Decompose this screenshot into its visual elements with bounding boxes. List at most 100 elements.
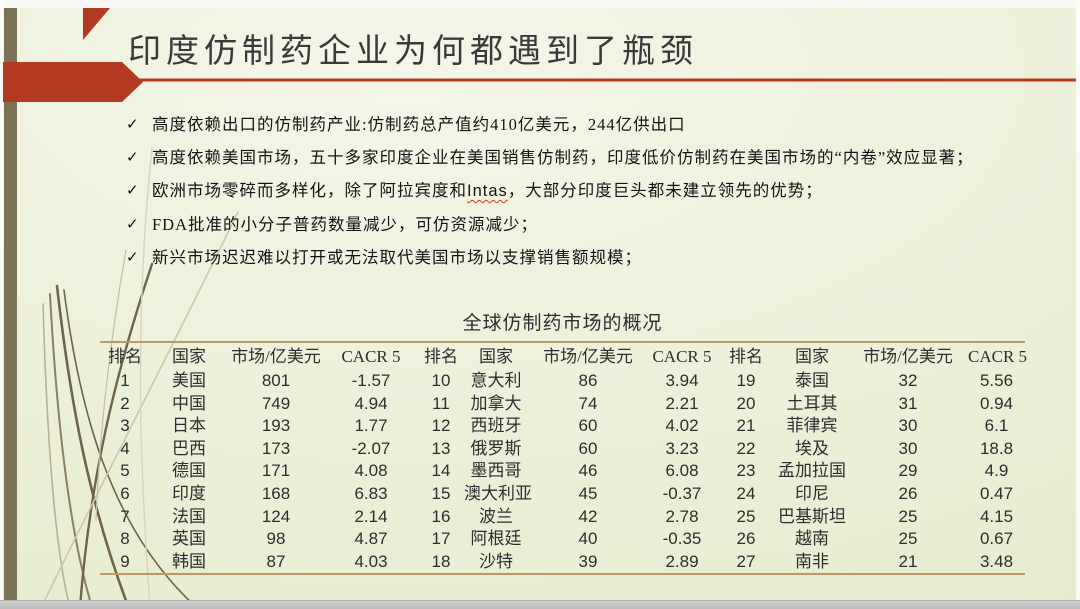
frame-bottom	[0, 600, 1080, 609]
table-cell: 4.9	[984, 461, 1009, 481]
table-cell: 22	[736, 438, 756, 458]
table-body: 1 美国 801 -1.57 10 意大利 86 3.94 19 泰国 32 5.56 2 中国 749 4.…	[100, 370, 1025, 573]
table-cell: 11	[432, 393, 450, 413]
table-header-row: 排名 国家 市场/亿美元 CACR 5 排名 国家 市场/亿美元 CACR 5 排名 国家 市场/亿…	[100, 343, 1027, 370]
table-cell: 菲律宾	[786, 416, 838, 436]
bullet-text-post: ，大部分印度巨头都未建立领先的优势；	[507, 181, 823, 200]
table-cell: 3.94	[665, 371, 699, 390]
table-cell: 16	[431, 506, 451, 526]
column-header: CACR 5	[652, 347, 712, 366]
table-cell: 10	[431, 371, 451, 390]
table-cell: 30	[898, 416, 918, 436]
table-cell: 74	[578, 393, 598, 413]
table-cell: 3.48	[979, 551, 1014, 571]
table-cell: 印尼	[795, 483, 829, 503]
table-cell: 墨西哥	[470, 461, 522, 481]
table-row: 6 印度 168 6.83 15 澳大利亚 45 -0.37 24 印尼 26 0.47	[100, 483, 1025, 506]
table-cell: 南非	[795, 551, 829, 571]
table-cell: 6	[120, 483, 130, 503]
table-cell: 韩国	[172, 551, 206, 571]
table-cell: 3.23	[665, 438, 699, 458]
table-cell: 阿根廷	[470, 529, 522, 549]
table-cell: -0.37	[662, 483, 702, 503]
table-cell: 巴基斯坦	[778, 506, 846, 526]
table-cell: 749	[261, 393, 291, 413]
table-cell: 中国	[172, 393, 206, 413]
table-cell: 2.21	[665, 393, 699, 413]
table-cell: 4.15	[979, 506, 1014, 526]
table-cell: 6.83	[354, 483, 388, 503]
table-row: 8 英国 98 4.87 17 阿根廷 40 -0.35 26 越南 25 0.67	[100, 528, 1025, 551]
table-cell: 60	[578, 438, 598, 458]
bullet-item: ✓ 高度依赖美国市场，五十多家印度企业在美国销售仿制药，印度低价仿制药在美国市场…	[126, 147, 1066, 168]
table-cell: 25	[898, 529, 918, 549]
red-arrow-banner	[0, 62, 143, 102]
table-cell: 13	[431, 438, 451, 458]
bullet-text: 高度依赖出口的仿制药产业:仿制药总产值约410亿美元，244亿供出口	[152, 115, 686, 134]
column-header: 国家	[172, 347, 206, 366]
table-cell: 2	[120, 393, 130, 413]
table-cell: 168	[261, 483, 291, 503]
column-header: 市场/亿美元	[543, 347, 633, 366]
table-cell: 31	[898, 393, 918, 413]
spellcheck-word: Intas	[467, 182, 508, 200]
table-cell: 98	[266, 529, 286, 549]
olive-sidebar	[4, 0, 17, 609]
table-cell: 0.67	[979, 529, 1014, 549]
table-cell: 德国	[172, 461, 206, 481]
table-row: 7 法国 124 2.14 16 波兰 42 2.78 25 巴基斯坦 25 4.15	[100, 506, 1025, 529]
table-cell: 印度	[172, 483, 206, 503]
table-cell: 4.87	[354, 529, 388, 549]
frame-top	[0, 0, 1080, 8]
table-cell: 西班牙	[470, 416, 522, 436]
table-cell: 1.77	[354, 416, 388, 436]
table-cell: 加拿大	[470, 393, 522, 413]
table-cell: 4.02	[665, 416, 699, 436]
table-cell: 埃及	[795, 438, 829, 458]
table-cell: 1	[120, 371, 130, 390]
checkmark-icon: ✓	[126, 215, 140, 233]
table-cell: 60	[578, 416, 598, 436]
table-cell: 23	[736, 461, 756, 481]
column-header: 排名	[729, 347, 763, 366]
red-corner-accent	[83, 8, 110, 40]
table-cell: 27	[736, 551, 756, 571]
table-cell: 巴西	[172, 438, 206, 458]
table-cell: 日本	[172, 416, 206, 436]
table-cell: 孟加拉国	[778, 461, 846, 481]
bullet-text: FDA批准的小分子普药数量减少，可仿资源减少；	[152, 215, 539, 234]
table-cell: 俄罗斯	[470, 438, 522, 458]
table-row: 1 美国 801 -1.57 10 意大利 86 3.94 19 泰国 32 5.56	[100, 370, 1025, 393]
table-cell: 21	[898, 551, 918, 571]
table-cell: 24	[736, 483, 756, 503]
table-cell: 6.1	[984, 416, 1009, 436]
table-row: 4 巴西 173 -2.07 13 俄罗斯 60 3.23 22 埃及 30 18.8	[100, 438, 1025, 461]
table-cell: 32	[898, 371, 918, 390]
table-cell: 英国	[172, 529, 206, 549]
table-cell: 18	[431, 551, 451, 571]
bullet-text: 欧洲市场零碎而多样化，除了阿拉宾度和Intas，大部分印度巨头都未建立领先的优势…	[152, 180, 823, 202]
table-cell: 2.78	[665, 506, 699, 526]
title-rule	[130, 78, 1076, 82]
table-cell: 2.14	[354, 506, 388, 526]
column-header: CACR 5	[341, 347, 401, 366]
table-cell: 0.94	[979, 393, 1014, 413]
checkmark-icon: ✓	[126, 148, 140, 166]
table-cell: 173	[261, 438, 291, 458]
table-cell: 泰国	[795, 371, 829, 390]
page-title: 印度仿制药企业为何都遇到了瓶颈	[128, 34, 698, 70]
table-cell: 21	[736, 416, 756, 436]
table-cell: 171	[261, 461, 291, 481]
table-cell: 86	[578, 371, 598, 390]
table-cell: 193	[261, 416, 291, 436]
table-title: 全球仿制药市场的概况	[462, 313, 663, 334]
checkmark-icon: ✓	[126, 115, 140, 133]
table-cell: 46	[578, 461, 598, 481]
table-row: 5 德国 171 4.08 14 墨西哥 46 6.08 23 孟加拉国 29 4.9	[100, 460, 1025, 483]
table-cell: 意大利	[470, 371, 522, 390]
table-cell: 6.08	[665, 461, 699, 481]
table-cell: 30	[898, 438, 918, 458]
table-cell: -2.07	[351, 438, 391, 458]
market-table: 排名 国家 市场/亿美元 CACR 5 排名 国家 市场/亿美元 CACR 5 排名 国家 市场/亿…	[100, 341, 1027, 576]
table-cell: 4	[120, 438, 130, 458]
